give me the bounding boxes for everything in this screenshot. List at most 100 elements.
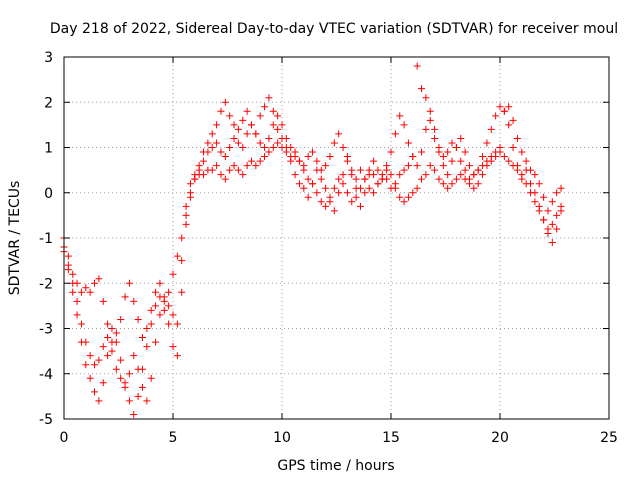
data-point [426, 116, 434, 124]
data-point [243, 130, 251, 138]
data-point [343, 189, 351, 197]
data-point [95, 356, 103, 364]
data-point [339, 144, 347, 151]
data-point [330, 184, 338, 192]
data-point [121, 293, 129, 301]
data-point [348, 198, 356, 206]
data-point [134, 365, 142, 373]
data-point [143, 325, 151, 332]
data-point [160, 306, 168, 314]
data-point [370, 189, 378, 197]
data-point [500, 153, 508, 161]
x-tick-label: 0 [60, 430, 69, 446]
data-point [91, 388, 99, 396]
data-point [378, 175, 386, 183]
data-point [152, 338, 160, 346]
y-tick-label: -2 [39, 276, 53, 292]
data-point [479, 171, 487, 179]
data-point [82, 338, 90, 346]
data-point [470, 184, 478, 192]
data-point [492, 153, 500, 161]
data-point [544, 207, 552, 215]
data-point [435, 144, 443, 151]
data-point [457, 157, 465, 165]
data-point [400, 198, 408, 206]
data-point [243, 162, 251, 170]
data-point [557, 202, 565, 210]
data-point [553, 211, 561, 219]
data-point [230, 121, 238, 129]
data-point [182, 211, 190, 219]
y-tick-label: 2 [44, 95, 53, 111]
data-point [117, 356, 125, 364]
data-point [365, 184, 373, 192]
data-point [396, 171, 404, 179]
data-point [396, 112, 404, 120]
data-point [152, 288, 160, 296]
data-point [73, 311, 81, 319]
data-point [134, 315, 142, 323]
data-point [252, 130, 260, 138]
data-point [104, 320, 112, 328]
data-point [309, 148, 317, 156]
data-point [243, 107, 251, 115]
data-point [173, 320, 181, 328]
data-point [452, 175, 460, 183]
data-point [548, 220, 556, 228]
data-point [147, 306, 155, 314]
x-tick-label: 5 [169, 430, 178, 446]
data-point [413, 62, 421, 70]
data-point [147, 374, 155, 382]
data-point [208, 130, 216, 138]
data-point [527, 189, 535, 197]
data-point [422, 125, 430, 133]
data-point [400, 121, 408, 129]
data-point [108, 325, 116, 332]
data-point [500, 107, 508, 115]
data-point [400, 166, 408, 174]
data-point [165, 288, 173, 296]
data-point [422, 94, 430, 102]
data-point [99, 379, 107, 387]
data-point [348, 171, 356, 179]
data-point [330, 207, 338, 215]
data-point [138, 383, 146, 391]
data-point [173, 352, 181, 360]
data-point [418, 85, 426, 93]
data-point [322, 162, 330, 170]
data-point [452, 144, 460, 151]
data-point [300, 184, 308, 192]
data-point [217, 107, 225, 115]
data-point [535, 180, 543, 188]
data-point [300, 166, 308, 174]
data-point [317, 198, 325, 206]
data-point [548, 239, 556, 247]
data-point [217, 148, 225, 156]
data-point [313, 189, 321, 197]
data-point [309, 180, 317, 188]
data-point [134, 392, 142, 400]
data-point [256, 157, 264, 165]
data-point [265, 148, 273, 156]
data-point [86, 374, 94, 382]
data-point [431, 134, 439, 142]
data-point [335, 130, 343, 138]
data-point [295, 157, 303, 165]
data-point [409, 189, 417, 197]
data-point [130, 352, 138, 360]
data-point [226, 144, 234, 151]
data-point [483, 139, 491, 147]
data-point [77, 320, 85, 328]
data-point [509, 116, 517, 124]
data-point [91, 279, 99, 287]
data-point [274, 139, 282, 147]
data-point [522, 157, 530, 165]
data-point [191, 175, 199, 183]
chart-title: Day 218 of 2022, Sidereal Day-to-day VTE… [50, 21, 618, 37]
data-point [200, 171, 208, 179]
y-tick-label: -5 [39, 412, 53, 428]
data-point [152, 302, 160, 310]
data-point [322, 184, 330, 192]
data-point [352, 193, 360, 201]
data-point [304, 153, 312, 161]
